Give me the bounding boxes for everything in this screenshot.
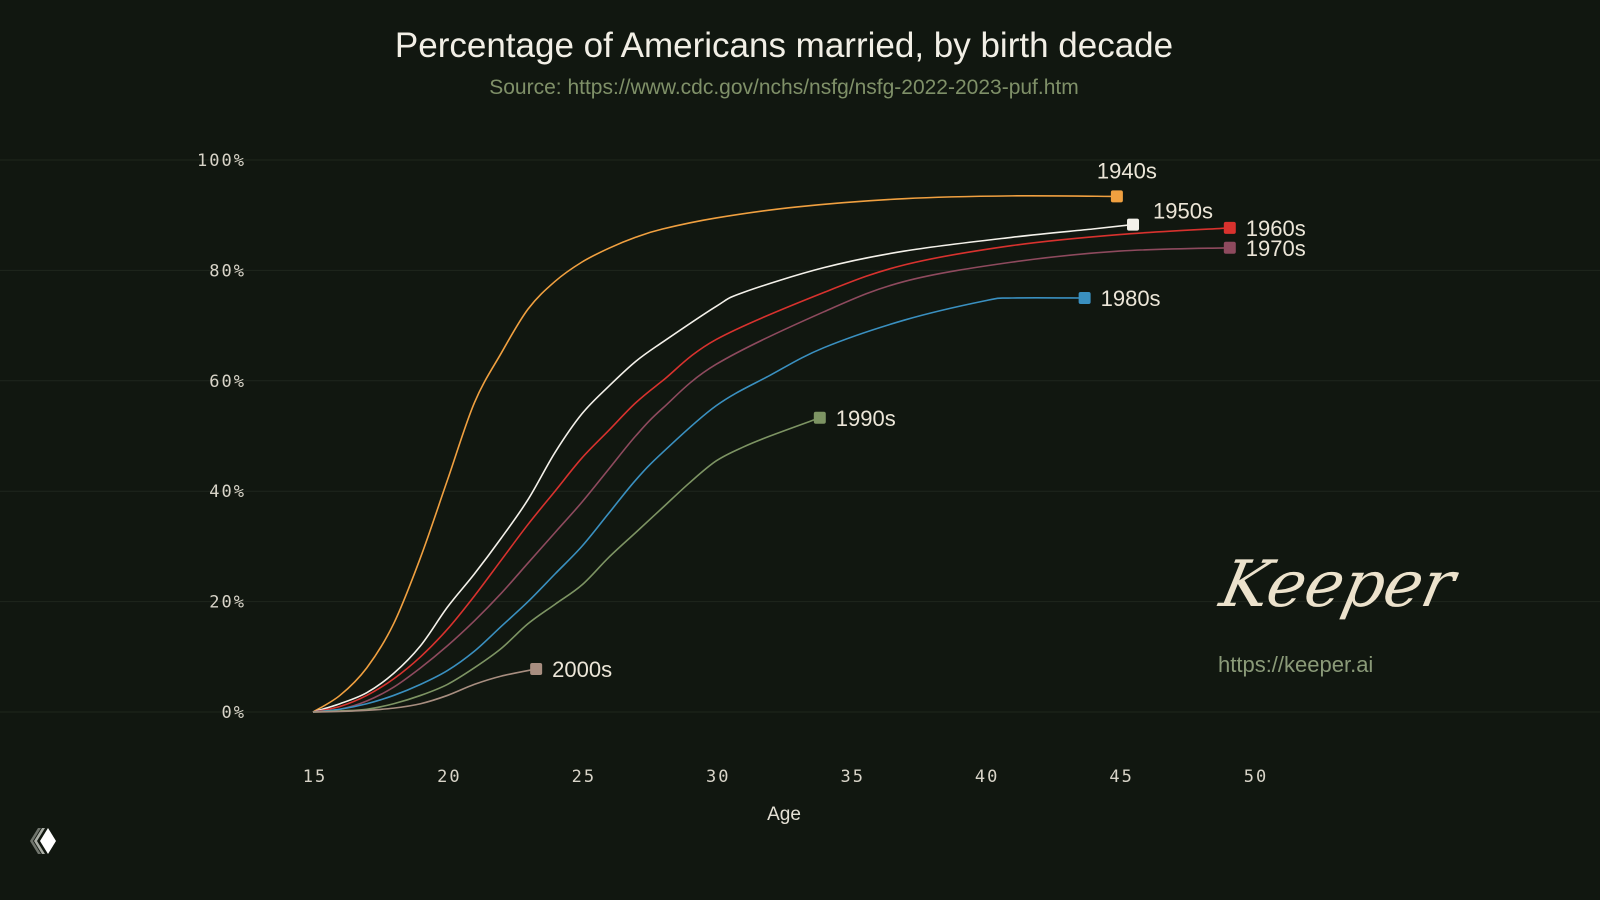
series-end-marker bbox=[813, 411, 826, 424]
app-logo-icon bbox=[30, 828, 56, 854]
chart-subtitle: Source: https://www.cdc.gov/nchs/nsfg/ns… bbox=[489, 76, 1079, 99]
x-tick-label: 30 bbox=[706, 767, 730, 787]
series-label: 2000s bbox=[552, 657, 612, 682]
series-line-1960s bbox=[312, 227, 1230, 713]
series-label: 1970s bbox=[1246, 236, 1306, 261]
series-end-marker bbox=[1223, 241, 1236, 254]
series-line-1980s bbox=[312, 296, 1085, 713]
series-line-1990s bbox=[312, 417, 821, 713]
chart-title: Percentage of Americans married, by birt… bbox=[394, 26, 1174, 65]
y-tick-label: 60% bbox=[209, 372, 246, 392]
series-line-1940s bbox=[312, 194, 1117, 713]
y-tick-label: 40% bbox=[209, 482, 246, 502]
series-end-marker bbox=[1078, 292, 1091, 304]
series-label: 1950s bbox=[1153, 199, 1213, 224]
x-axis-label: Age bbox=[767, 804, 801, 825]
x-tick-label: 25 bbox=[572, 767, 596, 787]
x-tick-label: 20 bbox=[437, 767, 461, 787]
y-tick-label: 100% bbox=[197, 151, 246, 171]
y-tick-label: 20% bbox=[209, 593, 246, 613]
x-tick-label: 35 bbox=[840, 767, 864, 787]
series-line-1950s bbox=[312, 223, 1134, 713]
series-end-marker bbox=[1223, 221, 1236, 234]
x-tick-label: 40 bbox=[975, 767, 999, 787]
x-tick-label: 15 bbox=[303, 767, 327, 787]
x-tick-label: 50 bbox=[1244, 767, 1268, 787]
series-end-marker bbox=[1110, 190, 1123, 203]
keeper-url: https://keeper.ai bbox=[1218, 652, 1374, 677]
x-tick-label: 45 bbox=[1109, 767, 1133, 787]
series-line-2000s bbox=[312, 668, 537, 713]
series-label: 1960s bbox=[1246, 216, 1306, 241]
series-end-marker bbox=[1127, 218, 1140, 231]
series-label: 1980s bbox=[1101, 286, 1161, 311]
y-tick-label: 80% bbox=[209, 261, 246, 281]
series-label: 1990s bbox=[836, 406, 896, 431]
y-tick-label: 0% bbox=[222, 703, 246, 723]
series-line-1970s bbox=[312, 246, 1230, 713]
keeper-logo: Keeper bbox=[1214, 548, 1462, 622]
series-label: 1940s bbox=[1097, 158, 1157, 183]
series-end-marker bbox=[530, 662, 543, 675]
